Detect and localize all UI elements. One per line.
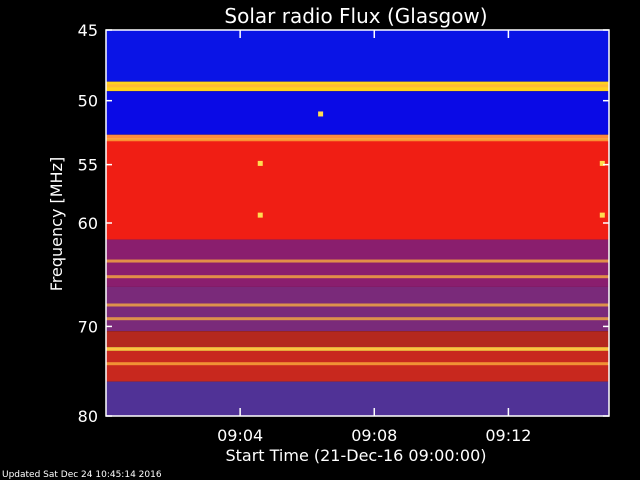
- spectrogram-plot-area: [106, 30, 609, 416]
- y-tick-label: 80: [78, 407, 98, 426]
- y-tick-label: 70: [78, 317, 98, 336]
- frequency-band: [106, 239, 609, 287]
- emission-line: [106, 259, 609, 263]
- y-tick-label: 55: [78, 156, 98, 175]
- emission-line: [106, 275, 609, 279]
- y-tick-label: 50: [78, 92, 98, 111]
- emission-line: [106, 347, 609, 351]
- y-tick-label: 60: [78, 214, 98, 233]
- x-axis: 09:04 09:08 09:12: [217, 30, 531, 445]
- frequency-band: [106, 381, 609, 416]
- updated-timestamp: Updated Sat Dec 24 10:45:14 2016: [2, 470, 162, 480]
- chart-title: Solar radio Flux (Glasgow): [224, 4, 487, 28]
- burst-spot: [257, 160, 263, 166]
- y-axis-label: Frequency [MHz]: [47, 157, 66, 291]
- x-tick-label: 09:04: [217, 426, 263, 445]
- frequency-band: [106, 331, 609, 348]
- burst-spot: [318, 111, 324, 117]
- emission-line: [106, 303, 609, 307]
- x-axis-label: Start Time (21-Dec-16 09:00:00): [225, 446, 486, 465]
- y-axis: 45 50 55 60 70 80: [78, 21, 609, 426]
- y-tick-label: 45: [78, 21, 98, 40]
- frequency-band: [106, 30, 609, 82]
- emission-line: [106, 317, 609, 321]
- burst-spot: [599, 212, 605, 218]
- frequency-band: [106, 91, 609, 135]
- x-tick-label: 09:12: [485, 426, 531, 445]
- burst-spot: [257, 212, 263, 218]
- burst-spot: [599, 160, 605, 166]
- emission-line: [106, 362, 609, 366]
- frequency-band: [106, 134, 609, 140]
- emission-line: [106, 84, 609, 88]
- frequency-band: [106, 139, 609, 240]
- emission-line: [106, 138, 609, 142]
- frequency-band: [106, 350, 609, 382]
- x-tick-label: 09:08: [351, 426, 397, 445]
- frequency-band: [106, 286, 609, 332]
